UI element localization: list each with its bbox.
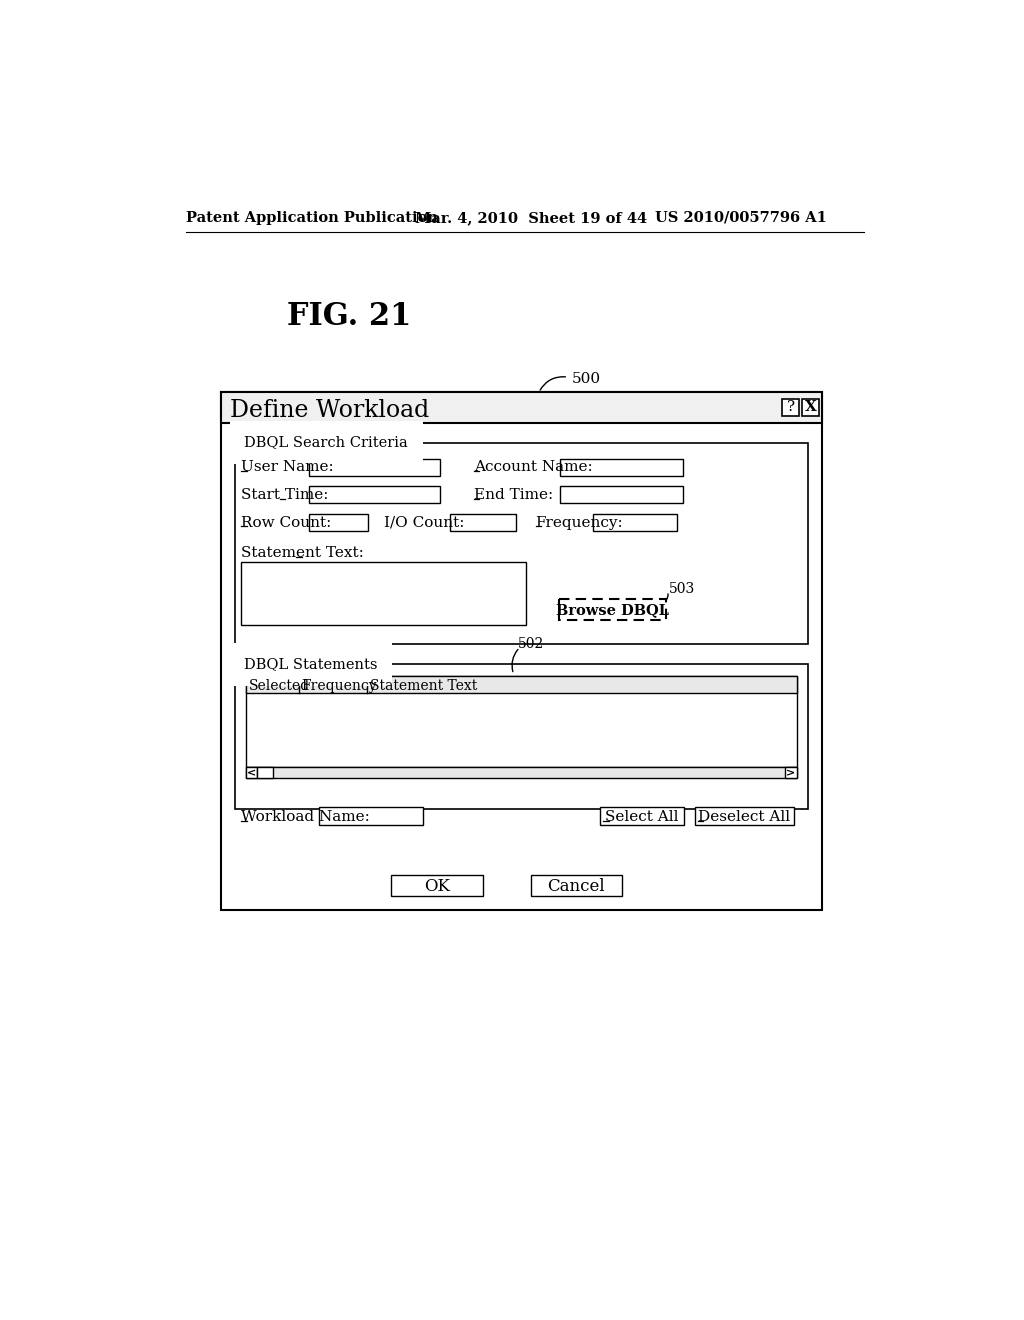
Bar	[559, 599, 666, 620]
Bar	[391, 874, 482, 896]
Text: User Name:: User Name:	[241, 461, 334, 474]
Text: >: >	[786, 768, 796, 779]
Bar	[246, 676, 797, 693]
Bar	[560, 487, 683, 503]
Text: Frequency:: Frequency:	[536, 516, 624, 529]
Text: I/O Count:: I/O Count:	[384, 516, 464, 529]
Bar	[782, 400, 799, 416]
Text: Patent Application Publication: Patent Application Publication	[186, 211, 438, 224]
Bar	[241, 562, 526, 626]
Text: <: <	[247, 768, 256, 779]
Text: End Time:: End Time:	[474, 488, 553, 502]
Bar	[246, 767, 257, 779]
Bar	[802, 400, 819, 416]
Text: DBQL Search Criteria: DBQL Search Criteria	[245, 436, 408, 450]
Bar	[451, 515, 515, 531]
Text: Statement Text:: Statement Text:	[241, 546, 364, 561]
Text: US 2010/0057796 A1: US 2010/0057796 A1	[655, 211, 826, 224]
Bar	[234, 442, 808, 644]
Text: OK: OK	[424, 878, 450, 895]
Text: Workload Name:: Workload Name:	[241, 810, 370, 824]
Text: Browse DBQL: Browse DBQL	[556, 603, 669, 618]
Bar	[246, 676, 797, 767]
Bar	[694, 807, 794, 825]
Bar	[246, 767, 797, 779]
Text: FIG. 21: FIG. 21	[287, 301, 411, 331]
Bar	[318, 807, 423, 825]
Text: ?: ?	[786, 400, 795, 414]
Text: Frequency: Frequency	[302, 678, 377, 693]
Text: Row Count:: Row Count:	[241, 516, 332, 529]
Text: Statement Text: Statement Text	[370, 678, 477, 693]
Bar	[593, 515, 677, 531]
Bar	[785, 767, 797, 779]
Bar	[234, 664, 808, 809]
Bar	[560, 459, 683, 475]
Text: DBQL Statements: DBQL Statements	[245, 657, 378, 672]
Bar	[221, 392, 821, 424]
Text: 503: 503	[669, 582, 695, 595]
Text: Cancel: Cancel	[548, 878, 605, 895]
Text: Start Time:: Start Time:	[241, 488, 329, 502]
Text: 500: 500	[571, 372, 600, 387]
Text: Selected: Selected	[249, 678, 310, 693]
Text: Account Name:: Account Name:	[474, 461, 593, 474]
Text: Define Workload: Define Workload	[230, 399, 429, 421]
Text: Deselect All: Deselect All	[698, 810, 791, 824]
Bar	[309, 459, 439, 475]
Bar	[257, 767, 273, 779]
Text: Select All: Select All	[605, 810, 679, 824]
Text: Mar. 4, 2010  Sheet 19 of 44: Mar. 4, 2010 Sheet 19 of 44	[415, 211, 647, 224]
Text: X: X	[805, 400, 817, 414]
Bar	[600, 807, 684, 825]
Bar	[309, 487, 439, 503]
Bar	[530, 874, 622, 896]
Bar	[221, 392, 821, 909]
Text: 502: 502	[518, 638, 545, 651]
Bar	[309, 515, 369, 531]
